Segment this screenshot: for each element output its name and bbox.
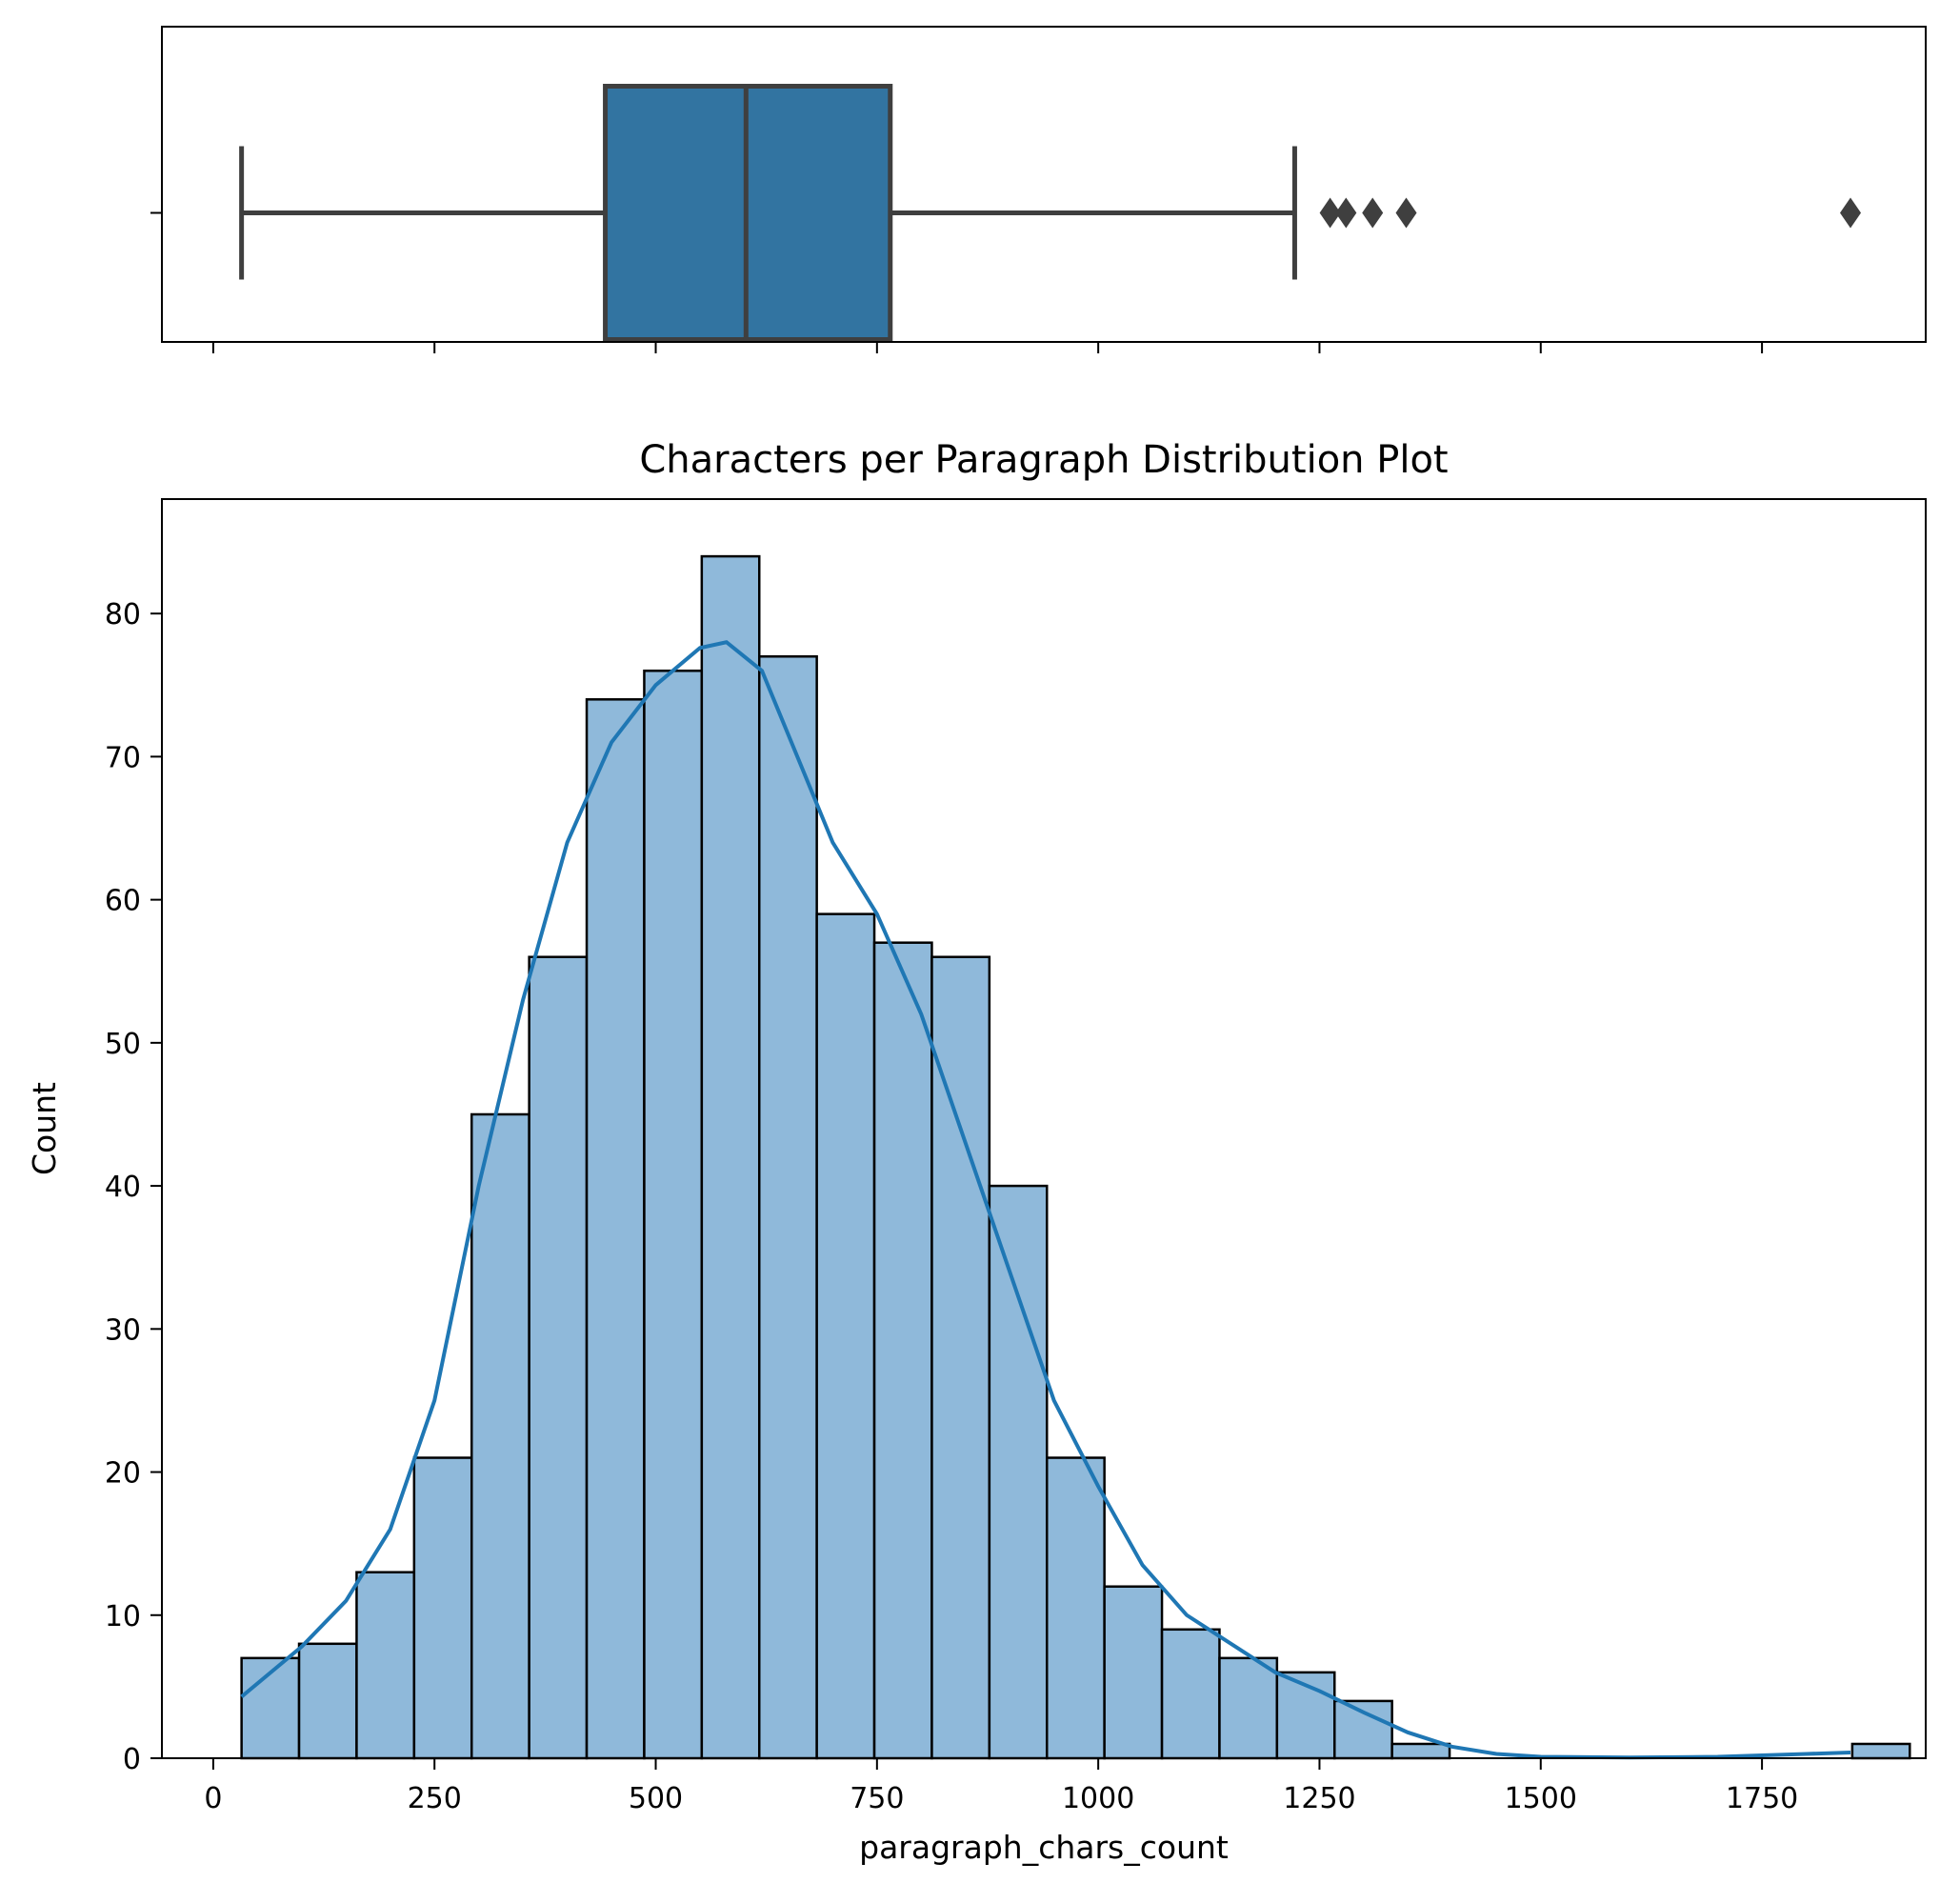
- boxplot-frame: [161, 26, 1927, 343]
- histogram-bar: [585, 698, 646, 1760]
- histogram-bar: [1850, 1742, 1911, 1760]
- boxplot-x-ticks: [211, 342, 1764, 353]
- boxplot-outlier-point: [1335, 197, 1357, 229]
- histogram-bar: [1103, 1585, 1164, 1760]
- histogram-bar: [1160, 1628, 1221, 1760]
- histogram-bar: [988, 1184, 1049, 1760]
- x-tick-label: 1500: [1505, 1782, 1577, 1815]
- histogram-bar: [528, 955, 589, 1760]
- y-tick-label: 20: [105, 1457, 141, 1491]
- histogram-bar: [643, 670, 704, 1760]
- x-tick-label: 0: [204, 1782, 222, 1815]
- y-axis-label: Count: [26, 1082, 63, 1175]
- histogram-bar: [470, 1112, 530, 1760]
- x-tick-label: 1000: [1062, 1782, 1134, 1815]
- boxplot-panel: [150, 26, 1927, 353]
- boxplot-outlier-point: [1395, 197, 1417, 229]
- x-tick-label: 500: [629, 1782, 683, 1815]
- x-tick-label: 250: [408, 1782, 462, 1815]
- histogram-x-ticks: 0 250 500 750 1000 1250 1500 1750: [204, 1758, 1798, 1815]
- y-tick-label: 10: [105, 1600, 141, 1633]
- histogram-bar: [815, 912, 876, 1760]
- x-tick-label: 1250: [1283, 1782, 1355, 1815]
- histogram-bar: [1390, 1742, 1451, 1760]
- histogram-bar: [872, 941, 933, 1760]
- histogram-bar: [757, 655, 818, 1760]
- boxplot-outlier-point: [1840, 197, 1862, 229]
- histogram-bar: [1218, 1656, 1279, 1760]
- histogram-bar: [297, 1642, 358, 1760]
- boxplot-outlier-point: [1319, 197, 1341, 229]
- boxplot-outliers: [1319, 197, 1862, 229]
- histogram-bar: [355, 1571, 416, 1760]
- y-tick-label: 40: [105, 1171, 141, 1204]
- histogram-bar: [700, 554, 761, 1760]
- y-tick-label: 80: [105, 598, 141, 631]
- y-tick-label: 30: [105, 1313, 141, 1347]
- y-tick-label: 60: [105, 885, 141, 918]
- x-tick-label: 1750: [1726, 1782, 1798, 1815]
- chart-title: Characters per Paragraph Distribution Pl…: [639, 438, 1448, 482]
- histogram-y-ticks: 0 10 20 30 40 50 60 70 80: [105, 598, 162, 1776]
- histogram-panel: Characters per Paragraph Distribution Pl…: [26, 438, 1927, 1866]
- x-axis-label: paragraph_chars_count: [859, 1829, 1229, 1866]
- histogram-bar: [1333, 1699, 1393, 1760]
- histogram-bar: [930, 955, 991, 1760]
- y-tick-label: 50: [105, 1028, 141, 1061]
- x-tick-label: 750: [850, 1782, 904, 1815]
- kde-curve: [240, 640, 1851, 1760]
- y-tick-label: 70: [105, 741, 141, 774]
- histogram-bar: [1046, 1456, 1106, 1760]
- histogram-frame: [161, 498, 1927, 1759]
- histogram-bar: [412, 1456, 473, 1760]
- boxplot-outlier-point: [1362, 197, 1384, 229]
- y-tick-label: 0: [123, 1743, 141, 1776]
- histogram-bars: [240, 554, 1911, 1760]
